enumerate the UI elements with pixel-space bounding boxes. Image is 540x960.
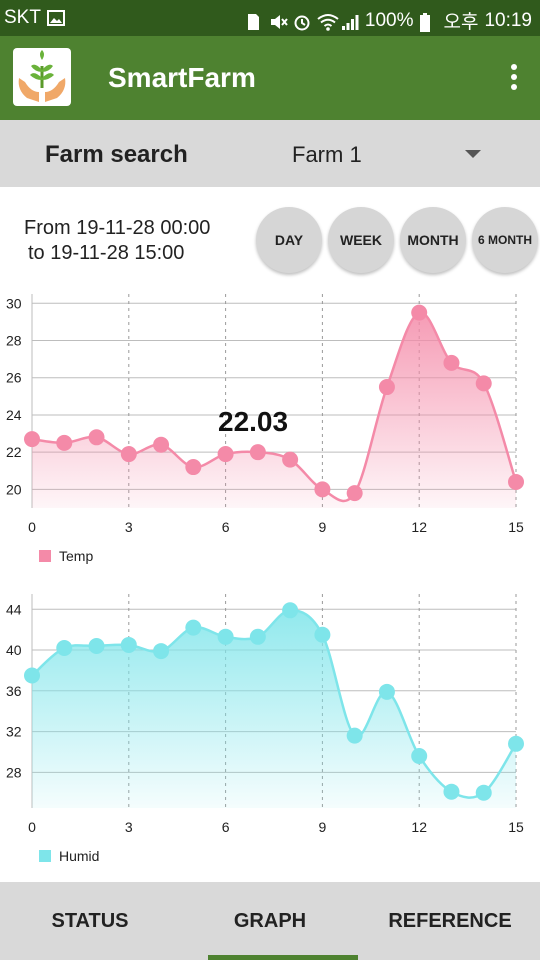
data-point [314, 481, 331, 498]
y-tick-label: 26 [6, 370, 22, 386]
app-logo-icon [13, 48, 71, 106]
legend-label: Temp [59, 548, 93, 564]
data-point [475, 784, 492, 801]
data-point [153, 643, 170, 660]
farm-select[interactable]: Farm 1 [292, 142, 362, 167]
data-point [249, 444, 266, 461]
y-tick-label: 20 [6, 481, 22, 497]
data-point [24, 431, 40, 448]
ampm-label: 오후 [443, 12, 479, 33]
data-point [282, 602, 299, 619]
data-point [282, 451, 299, 468]
bottom-tab-bar: STATUS GRAPH REFERENCE [0, 882, 540, 960]
data-point [378, 683, 395, 700]
app-bar: SmartFarm [0, 36, 540, 120]
y-tick-label: 28 [6, 333, 22, 349]
data-point [88, 429, 105, 446]
y-tick-label: 22 [6, 444, 22, 460]
data-point [346, 485, 363, 502]
mute-icon [269, 13, 288, 29]
y-tick-label: 30 [6, 295, 22, 311]
legend-swatch [39, 550, 51, 562]
x-tick-label: 0 [28, 519, 36, 535]
temp-chart: 20 22 24 26 28 30 0 3 6 9 12 15 Temp [6, 294, 524, 564]
y-tick-label: 28 [6, 764, 22, 780]
data-point [508, 473, 524, 490]
day-button[interactable]: DAY [256, 207, 322, 273]
app-title: SmartFarm [108, 62, 256, 93]
tab-reference[interactable]: REFERENCE [388, 909, 512, 932]
battery-icon [419, 12, 437, 32]
y-tick-label: 40 [6, 642, 22, 658]
y-tick-label: 24 [6, 407, 22, 423]
data-point [120, 446, 137, 463]
clock: 10:19 [484, 9, 532, 31]
y-tick-label: 44 [6, 601, 22, 617]
date-range: From 19-11-28 00:00 to 19-11-28 15:00 [24, 216, 210, 266]
data-point [475, 375, 492, 392]
data-point [185, 459, 202, 476]
data-point [249, 628, 266, 645]
chevron-down-icon[interactable] [465, 150, 481, 158]
signal-icon [341, 13, 359, 30]
week-button[interactable]: WEEK [328, 207, 394, 273]
x-tick-label: 15 [508, 819, 524, 835]
tab-status[interactable]: STATUS [51, 909, 129, 932]
status-bar: SKT 100% 오후 10:19 [0, 0, 540, 36]
series-area [32, 312, 516, 508]
data-point [56, 640, 73, 657]
legend-label: Humid [59, 848, 99, 864]
battery-percent: 100% [364, 9, 414, 31]
x-tick-label: 12 [411, 819, 427, 835]
data-point [24, 667, 40, 684]
y-tick-label: 36 [6, 683, 22, 699]
sim-icon [245, 13, 263, 30]
x-tick-label: 9 [319, 819, 327, 835]
image-notification-icon [46, 10, 65, 26]
data-point [411, 748, 428, 765]
legend-swatch [39, 850, 51, 862]
overflow-menu-icon[interactable] [508, 64, 520, 92]
data-point [314, 626, 331, 643]
data-point [443, 783, 460, 800]
selected-value-label: 22.03 [218, 406, 289, 437]
data-point [443, 354, 460, 371]
data-point [378, 379, 395, 396]
data-point [185, 619, 202, 636]
x-tick-label: 9 [319, 519, 327, 535]
data-point [88, 637, 105, 654]
month-button[interactable]: MONTH [400, 207, 466, 273]
active-tab-indicator [208, 955, 358, 960]
data-point [346, 727, 363, 744]
tab-graph[interactable]: GRAPH [233, 909, 307, 932]
wifi-icon [317, 13, 339, 31]
data-point [153, 436, 170, 453]
data-point [411, 304, 428, 321]
alarm-icon [293, 13, 311, 30]
y-tick-label: 32 [6, 724, 22, 740]
farm-search-bar: Farm search Farm 1 [0, 120, 540, 187]
data-point [217, 446, 234, 463]
carrier-label: SKT [4, 7, 41, 28]
data-point [217, 628, 234, 645]
x-tick-label: 15 [508, 519, 524, 535]
x-tick-label: 6 [222, 819, 230, 835]
data-point [56, 434, 73, 451]
x-tick-label: 3 [125, 519, 133, 535]
series-area [32, 610, 516, 808]
date-to: to 19-11-28 15:00 [28, 242, 185, 264]
six-month-button[interactable]: 6 MONTH [472, 207, 538, 273]
x-tick-label: 0 [28, 819, 36, 835]
data-point [508, 735, 524, 752]
data-point [120, 636, 137, 653]
date-from: From 19-11-28 00:00 [24, 217, 211, 239]
x-tick-label: 6 [222, 519, 230, 535]
x-tick-label: 3 [125, 819, 133, 835]
x-tick-label: 12 [411, 519, 427, 535]
farm-search-label: Farm search [45, 141, 188, 168]
